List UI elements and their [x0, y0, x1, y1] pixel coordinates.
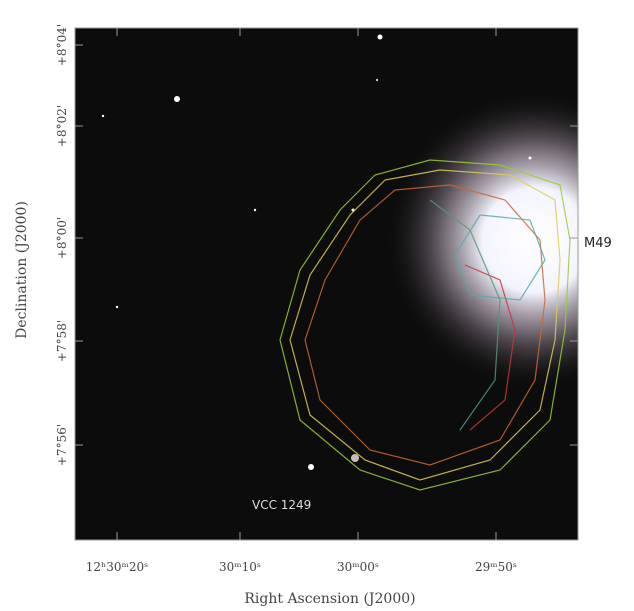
y-tick-label: +8°04' — [55, 24, 69, 66]
y-tick-label: +7°58' — [55, 320, 69, 362]
plot-frame — [74, 27, 579, 541]
annotation: VCC 1249 — [252, 498, 311, 512]
y-tick-label: +8°02' — [55, 105, 69, 147]
x-tick-label: 29ᵐ50ˢ — [475, 560, 517, 574]
y-axis-label: Declination (J2000) — [14, 201, 30, 339]
image-content — [101, 34, 578, 491]
x-axis-label: Right Ascension (J2000) — [244, 591, 415, 607]
tick-marks — [75, 28, 578, 540]
y-tick-label: +7°56' — [55, 424, 69, 466]
y-tick-label: +8°00' — [55, 217, 69, 259]
x-tick-label: 12ʰ30ᵐ20ˢ — [86, 560, 148, 574]
x-tick-label: 30ᵐ10ˢ — [219, 560, 261, 574]
annotation: M49 — [584, 236, 612, 251]
x-tick-label: 30ᵐ00ˢ — [337, 560, 379, 574]
